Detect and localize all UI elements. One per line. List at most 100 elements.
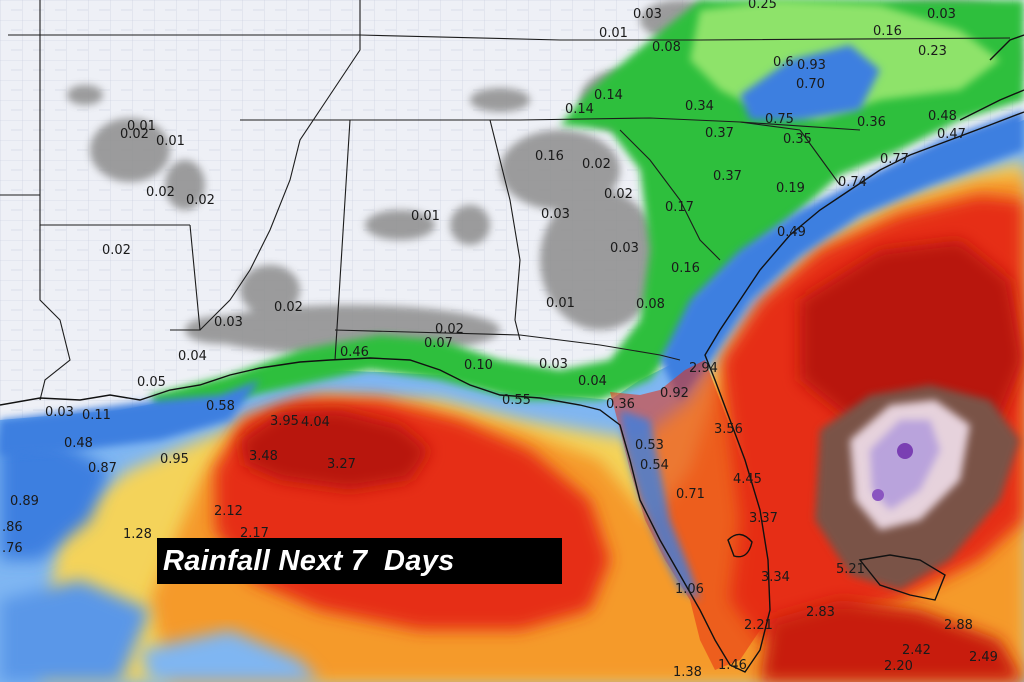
rainfall-value-label: 0.23 xyxy=(918,44,947,59)
rainfall-value-label: 0.01 xyxy=(599,26,628,41)
rainfall-value-label: 0.47 xyxy=(937,127,966,142)
cell-purple-core xyxy=(897,443,913,459)
rainfall-value-label: .76 xyxy=(2,541,23,556)
rainfall-value-label: 5.21 xyxy=(836,562,865,577)
rainfall-value-label: 0.01 xyxy=(127,119,156,134)
rainfall-value-label: 0.37 xyxy=(705,126,734,141)
rainfall-value-label: 0.46 xyxy=(340,345,369,360)
rainfall-value-label: 0.01 xyxy=(156,134,185,149)
rainfall-value-label: 0.35 xyxy=(783,132,812,147)
rainfall-value-label: 0.36 xyxy=(606,397,635,412)
rainfall-value-label: 0.89 xyxy=(10,494,39,509)
rainfall-value-label: 0.02 xyxy=(146,185,175,200)
rainfall-value-label: 0.04 xyxy=(178,349,207,364)
rainfall-value-label: 0.92 xyxy=(660,386,689,401)
rainfall-value-label: 0.58 xyxy=(206,399,235,414)
map-title: Rainfall Next 7 Days xyxy=(163,544,455,577)
bahamas-red xyxy=(760,600,1024,682)
title-banner: Rainfall Next 7 Days xyxy=(157,538,562,584)
rainfall-value-label: 0.49 xyxy=(777,225,806,240)
rainfall-value-label: 0.17 xyxy=(665,200,694,215)
rainfall-value-label: 0.48 xyxy=(64,436,93,451)
rainfall-value-label: 0.87 xyxy=(88,461,117,476)
rainfall-value-label: 0.77 xyxy=(880,152,909,167)
green-rain-band xyxy=(0,0,1024,455)
rainfall-value-label: 0.71 xyxy=(676,487,705,502)
rainfall-value-label: 0.75 xyxy=(765,112,794,127)
rainfall-value-label: 0.14 xyxy=(565,102,594,117)
rainfall-value-label: 0.25 xyxy=(748,0,777,12)
rainfall-value-label: 0.36 xyxy=(857,115,886,130)
gulf-dark-red-core xyxy=(240,410,430,490)
rainfall-value-label: 0.16 xyxy=(671,261,700,276)
rainfall-value-label: 0.02 xyxy=(582,157,611,172)
rainfall-value-labels: 0.03 0.25 0.03 0.01 0.16 0.08 0.23 0.6 0.93 0.70 0… xyxy=(2,0,998,680)
rainfall-value-label: 2.12 xyxy=(214,504,243,519)
state-boundaries xyxy=(0,0,1011,401)
rainfall-value-label: 0.07 xyxy=(424,336,453,351)
rainfall-value-label: 0.54 xyxy=(640,458,669,473)
rainfall-value-label: 4.04 xyxy=(301,415,330,430)
rainfall-value-label: 0.03 xyxy=(541,207,570,222)
rainfall-value-label: 0.11 xyxy=(82,408,111,423)
rainfall-value-label: 2.94 xyxy=(689,361,718,376)
south-gulf-blue-2 xyxy=(140,630,320,682)
rainfall-value-label: 0.02 xyxy=(186,193,215,208)
carolina-coastline xyxy=(959,34,1024,121)
lake-okeechobee xyxy=(727,533,753,558)
rainfall-value-label: 0.95 xyxy=(160,452,189,467)
rainfall-value-label: 0.08 xyxy=(652,40,681,55)
rainfall-value-label: 2.17 xyxy=(240,526,269,541)
rainfall-value-label: 3.34 xyxy=(761,570,790,585)
rainfall-value-label: 0.37 xyxy=(713,169,742,184)
south-gulf-blue xyxy=(0,580,150,682)
rainfall-value-label: 3.56 xyxy=(714,422,743,437)
rainfall-value-label: 0.03 xyxy=(539,357,568,372)
rainfall-value-label: 3.37 xyxy=(749,511,778,526)
west-gulf-blue xyxy=(0,430,110,560)
rainfall-value-label: 0.16 xyxy=(873,24,902,39)
rainfall-value-label: 2.88 xyxy=(944,618,973,633)
gulf-coastline xyxy=(0,111,1024,673)
rainfall-value-label: 0.70 xyxy=(796,77,825,92)
rainfall-value-label: 1.06 xyxy=(675,582,704,597)
rainfall-value-label: 1.38 xyxy=(673,665,702,680)
rainfall-value-label: 0.03 xyxy=(45,405,74,420)
rainfall-value-label: 0.74 xyxy=(838,175,867,190)
cell-lavender xyxy=(870,420,940,510)
rainfall-value-label: .86 xyxy=(2,520,23,535)
atlantic-dark-red xyxy=(800,240,1024,440)
rainfall-value-label: 3.95 xyxy=(270,414,299,429)
rainfall-value-label: 0.03 xyxy=(610,241,639,256)
rainfall-value-label: 0.10 xyxy=(464,358,493,373)
rainfall-value-label: 0.03 xyxy=(633,7,662,22)
rainfall-value-label: 0.16 xyxy=(535,149,564,164)
rainfall-value-label: 0.34 xyxy=(685,99,714,114)
rainfall-value-label: 1.46 xyxy=(718,658,747,673)
rainfall-value-label: 3.48 xyxy=(249,449,278,464)
florida-west-coast-blue xyxy=(620,410,700,600)
rainfall-value-label: 0.03 xyxy=(927,7,956,22)
rainfall-value-label: 2.42 xyxy=(902,643,931,658)
rainfall-value-label: 0.04 xyxy=(578,374,607,389)
cuba-coast xyxy=(858,554,946,601)
rainfall-value-label: 0.53 xyxy=(635,438,664,453)
rainfall-value-label: 2.21 xyxy=(744,618,773,633)
rainfall-value-label: 0.05 xyxy=(137,375,166,390)
rainfall-value-label: 0.48 xyxy=(928,109,957,124)
rainfall-value-label: 2.49 xyxy=(969,650,998,665)
rainfall-value-label: 2.20 xyxy=(884,659,913,674)
rainfall-value-label: 0.14 xyxy=(594,88,623,103)
rainfall-value-label: 0.55 xyxy=(502,393,531,408)
rainfall-value-label: 3.27 xyxy=(327,457,356,472)
rainfall-value-label: 4.45 xyxy=(733,472,762,487)
rainfall-value-label: 0.02 xyxy=(604,187,633,202)
cell-purple-core-2 xyxy=(872,489,884,501)
rainfall-value-label: 0.01 xyxy=(411,209,440,224)
rainfall-value-label: 0.02 xyxy=(435,322,464,337)
rainfall-value-label: 0.08 xyxy=(636,297,665,312)
rainfall-value-label: 0.02 xyxy=(102,243,131,258)
rainfall-value-label: 0.01 xyxy=(546,296,575,311)
rainfall-value-label: 0.02 xyxy=(274,300,303,315)
